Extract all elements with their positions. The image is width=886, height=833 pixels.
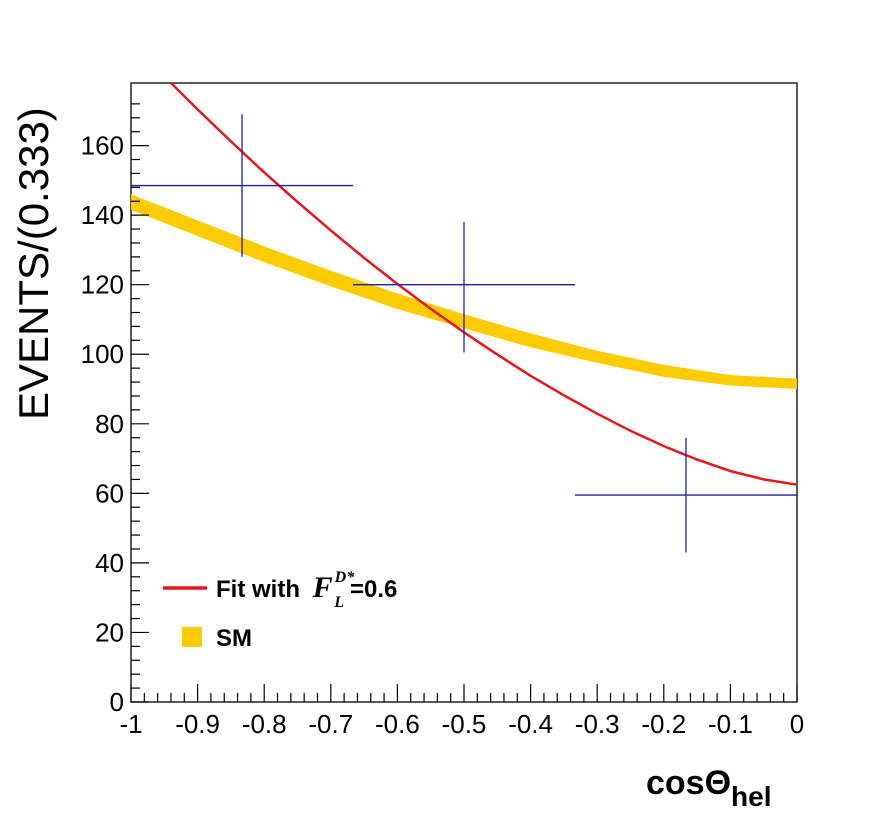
- legend-sm-label: SM: [216, 625, 252, 652]
- x-axis-title: cosΘhel: [646, 764, 772, 812]
- x-tick-label: -0.3: [575, 709, 620, 739]
- x-tick-label: -1: [119, 709, 142, 739]
- y-tick-label: 100: [81, 339, 124, 369]
- x-tick-label: 0: [790, 709, 804, 739]
- x-tick-label: -0.2: [641, 709, 686, 739]
- legend-fit-label: Fit with F D* L =0.6: [216, 569, 397, 611]
- legend-fit-text: Fit with: [216, 576, 300, 603]
- data-points-group: [131, 114, 797, 553]
- x-axis-title-subscript: hel: [731, 781, 771, 812]
- x-tick-label: -0.7: [308, 709, 353, 739]
- x-axis-title-main: cosΘ: [646, 764, 731, 802]
- x-tick-label: -0.4: [508, 709, 553, 739]
- y-tick-label: 0: [110, 687, 124, 717]
- legend-sm-swatch: [182, 627, 202, 647]
- y-tick-label: 60: [95, 478, 124, 508]
- y-tick-label: 140: [81, 200, 124, 230]
- y-tick-label: 80: [95, 409, 124, 439]
- legend-fit-math-F: F: [312, 571, 333, 604]
- legend: Fit with F D* L =0.6 SM: [163, 569, 397, 652]
- y-tick-label: 20: [95, 617, 124, 647]
- fit-curve-group: [170, 82, 798, 486]
- y-tick-label: 40: [95, 548, 124, 578]
- y-axis-ticks: 0 20 40 60 80 100 120 140 160: [81, 103, 149, 717]
- fit-curve: [170, 82, 798, 486]
- x-tick-label: -0.6: [375, 709, 420, 739]
- y-tick-label: 160: [81, 131, 124, 161]
- y-axis-title: EVENTS/(0.333): [10, 107, 57, 420]
- plot-frame: [130, 82, 798, 703]
- legend-fit-math-sub: L: [333, 594, 344, 611]
- x-tick-label: -0.5: [442, 709, 487, 739]
- legend-fit-math-sup: D*: [334, 569, 356, 586]
- x-tick-label: -0.9: [175, 709, 220, 739]
- y-tick-label: 120: [81, 270, 124, 300]
- legend-fit-value: =0.6: [350, 576, 397, 603]
- x-axis-ticks: -1 -0.9 -0.8 -0.7 -0.6 -0.5 -0.4 -0.3 -0.2 -0.1 0: [119, 684, 804, 739]
- x-tick-label: -0.8: [242, 709, 287, 739]
- x-tick-label: -0.1: [708, 709, 753, 739]
